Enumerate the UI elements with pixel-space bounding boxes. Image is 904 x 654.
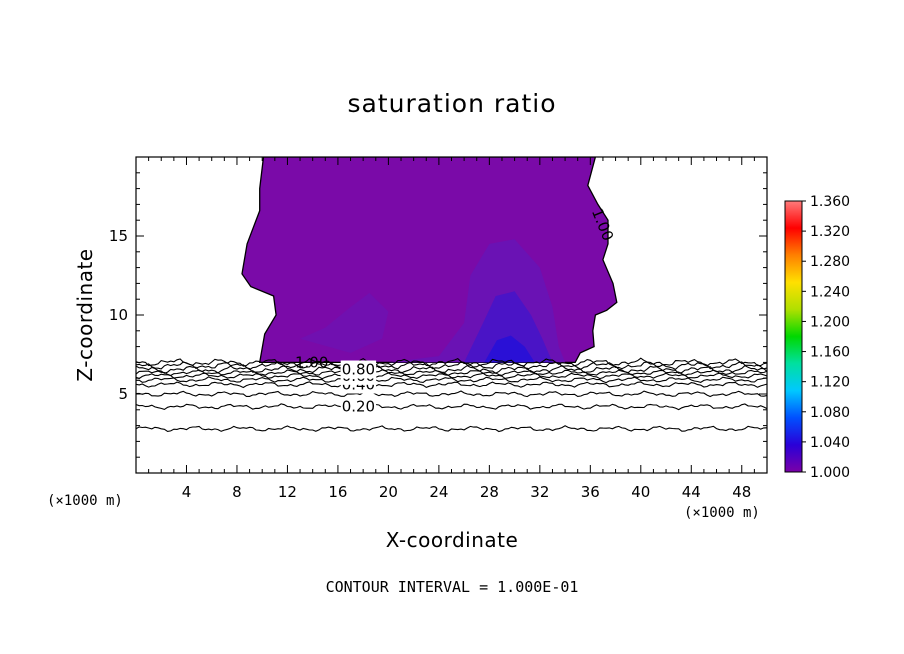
contour-interval-note: CONTOUR INTERVAL = 1.000E-01	[326, 578, 579, 596]
y-axis-ticks: 5 10 15	[109, 172, 767, 458]
x-tick-label: 40	[631, 483, 650, 501]
x-axis-label: X-coordinate	[386, 528, 519, 552]
contour-line	[136, 403, 767, 411]
contour-line	[136, 369, 767, 377]
colorbar-tick-label: 1.120	[810, 375, 850, 391]
contour-lines	[136, 357, 767, 433]
x-tick-label: 24	[429, 483, 448, 501]
y-axis-label: Z-coordinate	[73, 248, 97, 381]
colorbar-tick-label: 1.000	[810, 465, 850, 481]
y-tick-label: 15	[109, 227, 128, 245]
contour-line	[136, 425, 767, 433]
contour-line	[136, 361, 767, 371]
contour-line	[136, 390, 767, 398]
x-tick-label: 48	[732, 483, 751, 501]
x-tick-label: 20	[379, 483, 398, 501]
region-patch	[464, 291, 553, 363]
contour-line	[136, 364, 767, 374]
chart-title: saturation ratio	[347, 89, 556, 118]
region-fill	[241, 157, 618, 364]
contour-label: 0.20	[342, 398, 375, 416]
y-tick-label: 5	[118, 385, 128, 403]
colorbar-tick-label: 1.080	[810, 405, 850, 421]
contour-line	[136, 372, 767, 380]
colorbar: 1.360 1.320 1.280 1.240 1.200 1.160 1.120 1.080…	[784, 194, 850, 481]
contour-label-bg	[340, 397, 377, 416]
x-tick-label: 12	[278, 483, 297, 501]
x-unit-label-right: (×1000 m)	[684, 505, 760, 521]
contour-line	[136, 381, 767, 389]
x-tick-label: 8	[232, 483, 242, 501]
region-patch	[300, 292, 389, 353]
colorbar-tick-label: 1.200	[810, 314, 850, 330]
x-unit-label-left: (×1000 m)	[47, 493, 123, 509]
colorbar-tick-label: 1.320	[810, 224, 850, 240]
x-tick-label: 36	[581, 483, 600, 501]
x-tick-label: 16	[328, 483, 347, 501]
contour-labels: 0.200.400.600.801.001.00	[295, 206, 617, 416]
supersaturated-region	[241, 157, 618, 364]
contour-line	[136, 357, 767, 367]
x-tick-label: 28	[480, 483, 499, 501]
x-axis-ticks: 4 8 12 16 20 24 28 32 36 40 44 48	[148, 157, 755, 501]
contour-label: 0.80	[342, 361, 375, 379]
x-tick-label: 44	[682, 483, 701, 501]
colorbar-tick-label: 1.240	[810, 284, 850, 300]
colorbar-tick-label: 1.160	[810, 345, 850, 361]
colorbar-frame	[784, 200, 803, 473]
y-tick-label: 10	[109, 306, 128, 324]
x-tick-label: 32	[530, 483, 549, 501]
contour-label: 1.00	[295, 353, 328, 371]
x-tick-label: 4	[182, 483, 192, 501]
colorbar-fill	[785, 201, 802, 472]
colorbar-tick-label: 1.360	[810, 194, 850, 210]
colorbar-tick-label: 1.280	[810, 254, 850, 270]
colorbar-tick-label: 1.040	[810, 435, 850, 451]
contour-label-bg	[340, 360, 377, 379]
region-patch	[484, 335, 535, 363]
